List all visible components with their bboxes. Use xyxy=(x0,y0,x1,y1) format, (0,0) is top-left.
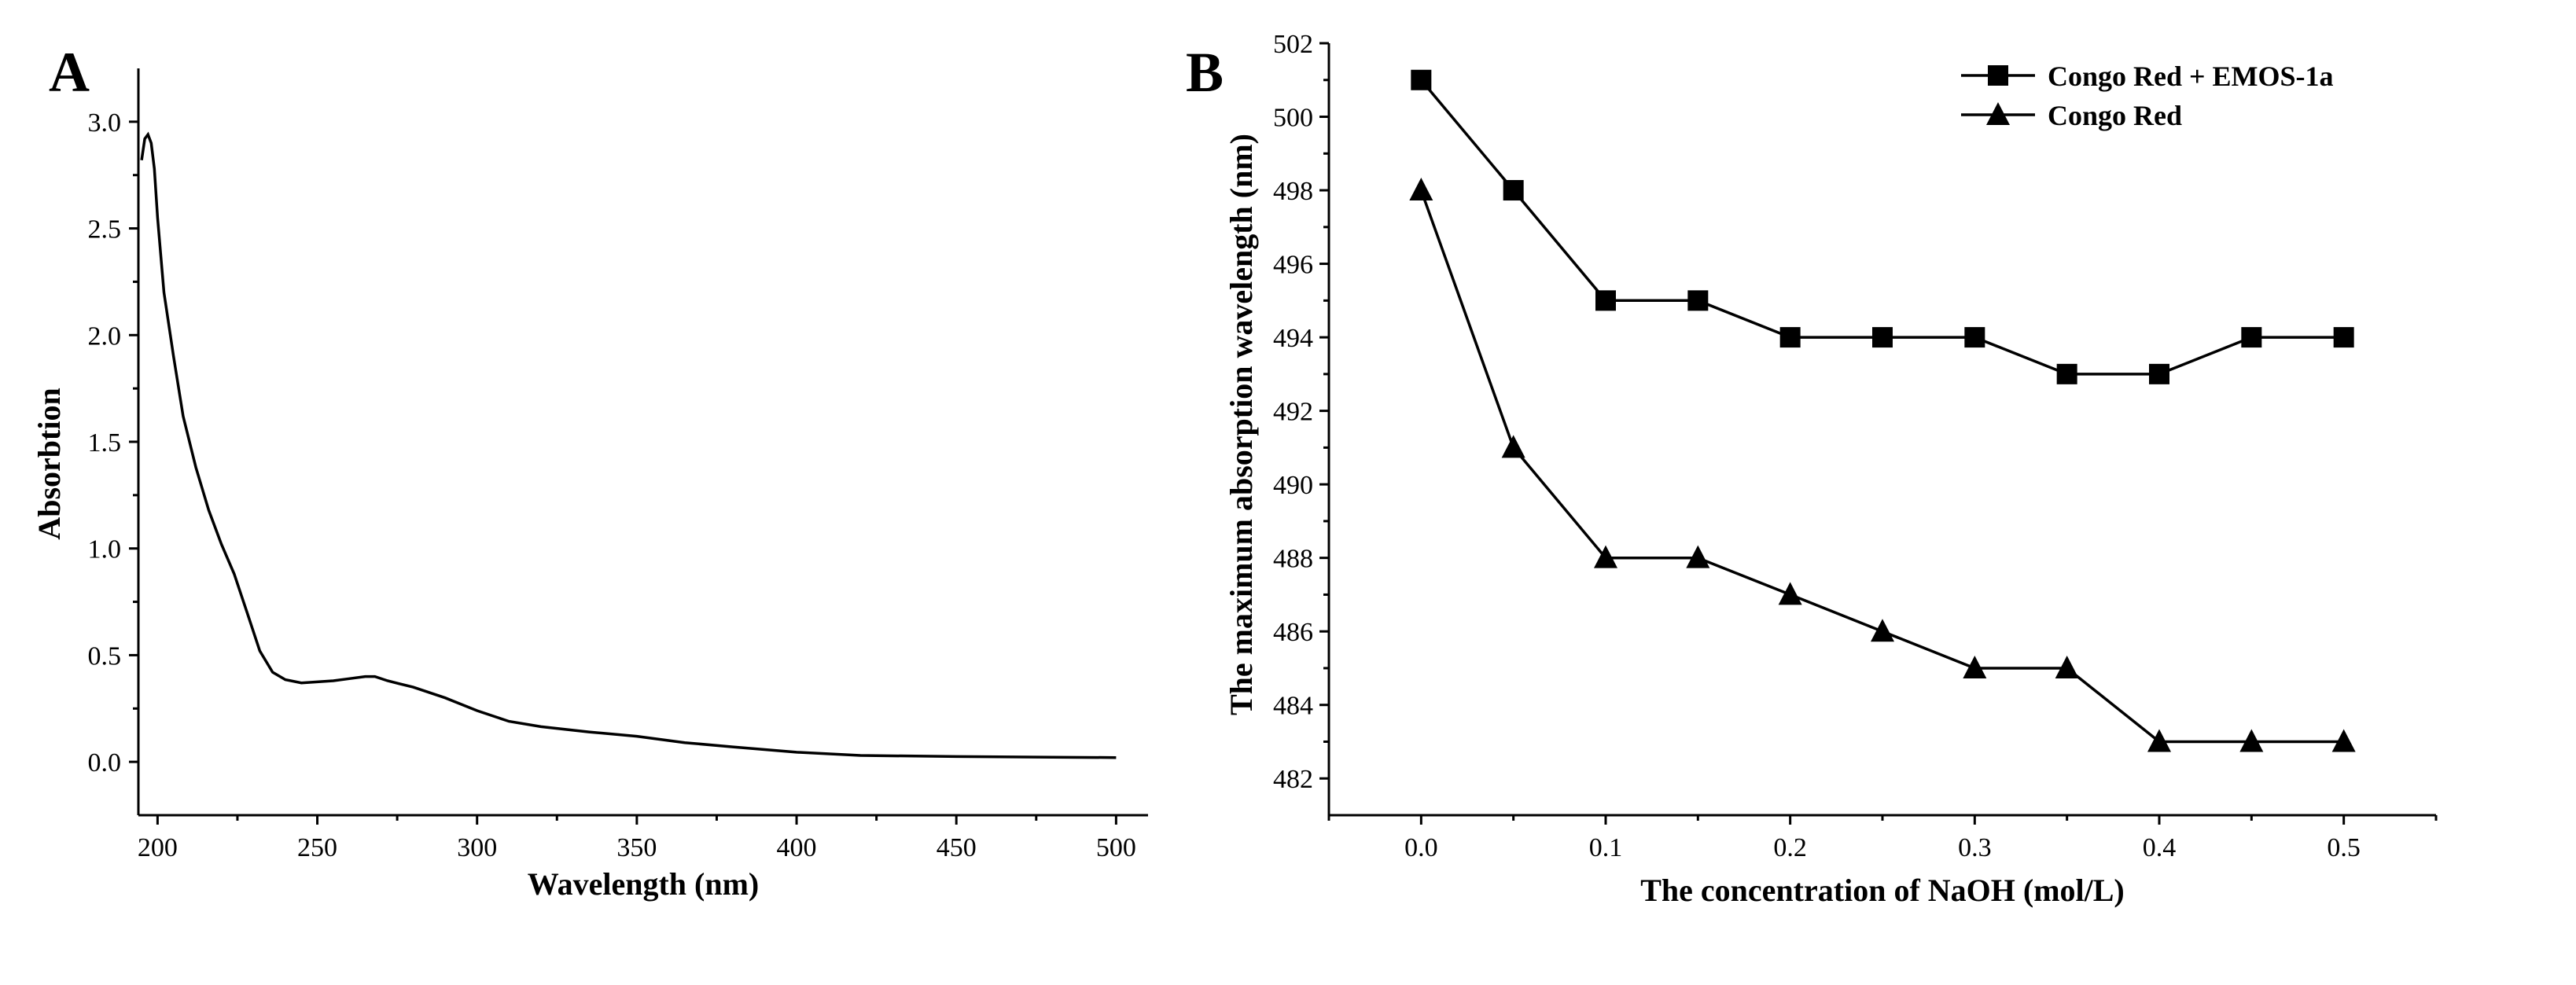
panel-a-chart: A 0.0 0.5 1.0 1.5 2.0 2.5 3.0 200 250 300 350 400 4… xyxy=(31,41,1148,902)
panel-a-x-tick-label: 450 xyxy=(937,833,977,862)
data-point-triangle xyxy=(1963,655,1987,678)
data-point-square xyxy=(1687,290,1709,311)
data-point-triangle xyxy=(1778,582,1802,605)
panel-a-letter: A xyxy=(49,41,90,104)
panel-a-y-tick-label: 2.5 xyxy=(88,215,122,244)
panel-b-y-tick-label: 500 xyxy=(1273,104,1313,133)
panel-a-y-tick-label: 1.0 xyxy=(88,535,122,564)
data-point-triangle xyxy=(1871,619,1894,642)
legend-label-congo-red: Congo Red xyxy=(2048,100,2182,131)
panel-a-spectrum-line xyxy=(140,131,1117,759)
data-point-square xyxy=(1779,327,1801,348)
data-point-triangle xyxy=(2331,729,2356,752)
panel-b-y-axis-title: The maximum absorption wavelength (nm) xyxy=(1224,134,1259,715)
panel-b-y-tick-label: 490 xyxy=(1273,471,1313,500)
panel-b-y-tick-label: 498 xyxy=(1273,177,1313,206)
panel-b-legend: Congo Red + EMOS-1a Congo Red xyxy=(1961,61,2334,131)
data-point-square xyxy=(2241,327,2262,348)
data-point-triangle xyxy=(1409,178,1433,201)
data-point-triangle xyxy=(2147,729,2171,752)
panel-a-y-axis-title: Absorbtion xyxy=(31,388,67,539)
panel-a-y-tick-label: 0.0 xyxy=(88,748,122,777)
panel-b-y-tick-label: 488 xyxy=(1273,545,1313,574)
panel-b-axes xyxy=(1327,43,2436,817)
data-point-triangle xyxy=(1686,545,1710,568)
data-point-square xyxy=(1872,327,1893,348)
panel-b-letter: B xyxy=(1186,41,1224,104)
panel-a-x-tick-label: 500 xyxy=(1096,833,1136,862)
data-point-square xyxy=(1503,180,1524,201)
panel-b-x-tick-label: 0.3 xyxy=(1958,833,1992,862)
panel-b-y-tick-label: 486 xyxy=(1273,618,1313,647)
panel-b-x-tick-label: 0.0 xyxy=(1404,833,1438,862)
panel-b-y-tick-label: 482 xyxy=(1273,765,1313,794)
legend-marker-square xyxy=(1988,65,2008,86)
panel-b-y-tick-label: 496 xyxy=(1273,251,1313,280)
data-point-triangle xyxy=(2055,655,2079,678)
data-point-square xyxy=(1595,290,1616,311)
panel-a-x-axis-title: Wavelength (nm) xyxy=(528,866,759,902)
panel-b-y-ticks: 482 484 486 488 490 492 494 496 498 500 502 xyxy=(1273,30,1329,794)
panel-b-x-tick-label: 0.4 xyxy=(2143,833,2177,862)
data-point-square xyxy=(1964,327,1985,348)
panel-a-y-ticks: 0.0 0.5 1.0 1.5 2.0 2.5 3.0 xyxy=(88,108,138,777)
panel-a-y-tick-label: 2.0 xyxy=(88,322,122,351)
panel-b-y-tick-label: 484 xyxy=(1273,692,1313,721)
panel-b-x-ticks: 0.0 0.1 0.2 0.3 0.4 0.5 xyxy=(1327,815,2438,862)
legend-label-congo-red-emos: Congo Red + EMOS-1a xyxy=(2048,61,2334,92)
panel-a-y-tick-label: 1.5 xyxy=(88,428,122,458)
panel-a-x-tick-label: 350 xyxy=(616,833,657,862)
series-congo-red-emos xyxy=(1411,69,2354,384)
series-line xyxy=(1419,189,2344,744)
data-point-triangle xyxy=(2239,729,2264,752)
panel-b-x-tick-label: 0.1 xyxy=(1589,833,1623,862)
data-point-square xyxy=(2056,363,2077,384)
panel-b-y-tick-label: 492 xyxy=(1273,398,1313,427)
panel-a-x-ticks: 200 250 300 350 400 450 500 xyxy=(138,815,1136,862)
data-point-square xyxy=(2333,327,2354,348)
legend-marker-triangle xyxy=(1986,102,2010,125)
panel-a-y-tick-label: 0.5 xyxy=(88,641,122,671)
data-point-square xyxy=(1411,69,1432,90)
data-point-triangle xyxy=(1501,435,1525,458)
panel-a-x-tick-label: 400 xyxy=(777,833,817,862)
panel-a-x-tick-label: 300 xyxy=(457,833,497,862)
panel-b-y-tick-label: 494 xyxy=(1273,324,1313,353)
panel-a-axes xyxy=(137,68,1148,817)
data-point-square xyxy=(2149,363,2169,384)
panel-a-y-tick-label: 3.0 xyxy=(88,108,122,138)
panel-b-x-tick-label: 0.2 xyxy=(1773,833,1807,862)
panel-b-series xyxy=(1409,69,2356,752)
data-point-triangle xyxy=(1594,545,1617,568)
panel-a-x-tick-label: 250 xyxy=(297,833,337,862)
series-congo-red xyxy=(1409,178,2356,752)
panel-b-y-tick-label: 502 xyxy=(1273,30,1313,59)
panel-b-x-tick-label: 0.5 xyxy=(2327,833,2361,862)
panel-a-x-tick-label: 200 xyxy=(138,833,178,862)
panel-b-x-axis-title: The concentration of NaOH (mol/L) xyxy=(1640,873,2125,908)
